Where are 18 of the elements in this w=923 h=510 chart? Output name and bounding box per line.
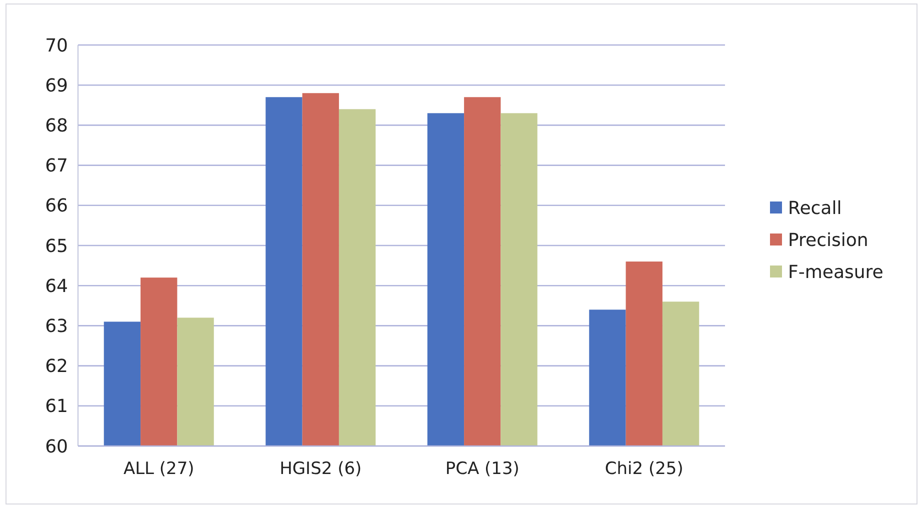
x-tick-label: PCA (13) — [445, 459, 520, 479]
legend-label: Precision — [788, 230, 868, 251]
y-tick-label: 68 — [45, 116, 68, 136]
y-tick-label: 62 — [45, 356, 68, 378]
y-tick-label: 61 — [45, 396, 68, 418]
y-tick-label: 65 — [45, 236, 68, 257]
x-tick-label: Chi2 (25) — [604, 459, 684, 479]
y-tick-label: 70 — [45, 35, 68, 56]
y-tick-label: 60 — [45, 436, 68, 458]
x-tick-label: ALL (27) — [123, 459, 194, 479]
legend-label: Recall — [788, 198, 842, 219]
legend-label: F-measure — [788, 262, 884, 283]
y-tick-label: 67 — [45, 156, 68, 177]
y-tick-label: 66 — [45, 196, 68, 217]
y-tick-label: 63 — [45, 316, 68, 337]
y-tick-label: 69 — [45, 75, 68, 96]
x-tick-label: HGIS2 (6) — [280, 459, 362, 479]
y-tick-label: 64 — [45, 276, 68, 297]
